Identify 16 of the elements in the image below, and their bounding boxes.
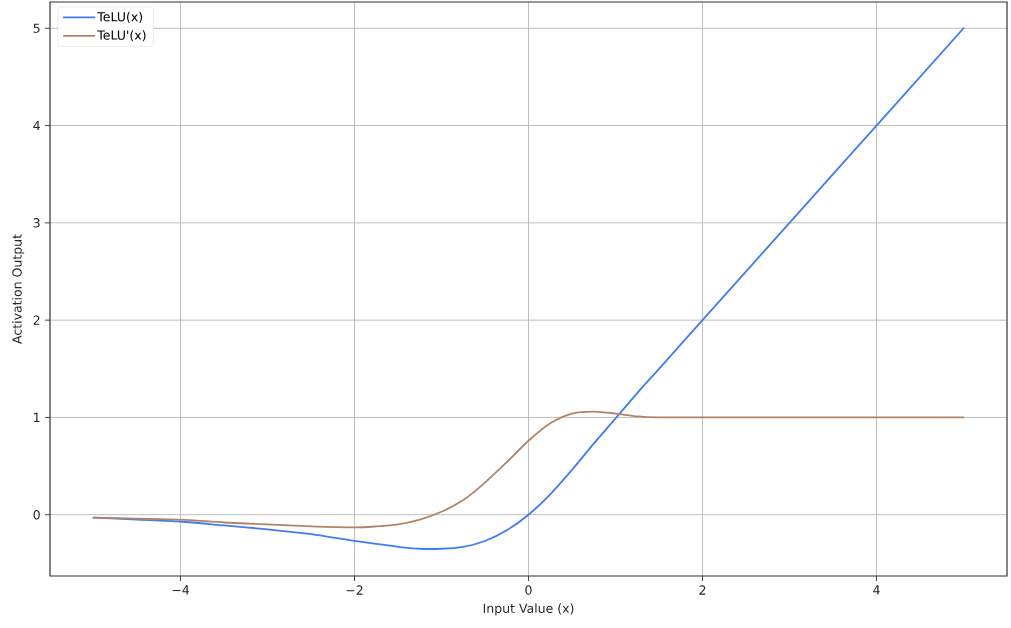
y-tick-label: 1 bbox=[34, 412, 40, 422]
line-series bbox=[92, 410, 965, 529]
y-tick-label: 3 bbox=[33, 218, 40, 228]
y-tick-label: 5 bbox=[33, 23, 40, 33]
x-tick-label: 0 bbox=[525, 585, 532, 595]
legend-label: TeLU(x) bbox=[97, 11, 143, 23]
y-axis-title: Activation Output bbox=[12, 234, 25, 344]
x-axis-title: Input Value (x) bbox=[483, 603, 574, 616]
x-tick-label: 4 bbox=[873, 585, 880, 595]
legend-label: TeLU'(x) bbox=[97, 30, 146, 42]
x-tick-label: −2 bbox=[346, 585, 363, 595]
x-tick-label: 2 bbox=[699, 585, 706, 595]
y-tick-label: 2 bbox=[33, 315, 40, 325]
y-tick-label: 0 bbox=[33, 509, 40, 520]
x-tick-label: −4 bbox=[172, 585, 190, 595]
y-tick-label: 4 bbox=[33, 121, 40, 131]
